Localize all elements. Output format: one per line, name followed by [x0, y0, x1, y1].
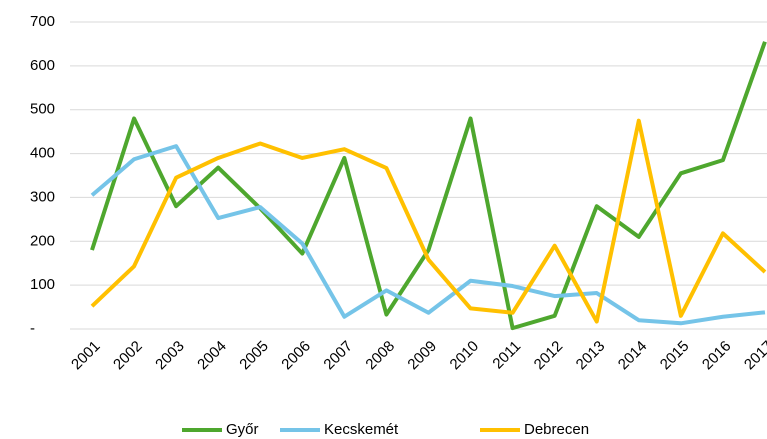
y-tick-label: 200 — [30, 232, 55, 249]
x-tick-label: 2015 — [657, 338, 693, 374]
series-line — [90, 41, 767, 331]
series-line — [90, 144, 766, 326]
x-tick-label: 2007 — [320, 338, 356, 374]
x-tick-label: 2017 — [741, 338, 767, 374]
x-tick-label: 2013 — [573, 338, 609, 374]
x-tick-label: 2009 — [404, 338, 440, 374]
legend-label: Kecskemét — [324, 421, 399, 438]
x-tick-label: 2006 — [278, 338, 314, 374]
y-tick-label: 500 — [30, 101, 55, 118]
x-tick-label: 2012 — [531, 338, 567, 374]
x-tick-label: 2002 — [110, 338, 146, 374]
legend-label: Győr — [226, 421, 259, 438]
x-tick-label: 2011 — [489, 338, 524, 373]
x-tick-label: 2008 — [362, 338, 398, 374]
series-line — [90, 118, 767, 324]
x-tick-label: 2003 — [152, 338, 188, 374]
y-tick-label: 400 — [30, 145, 55, 162]
legend-label: Debrecen — [524, 421, 589, 438]
y-tick-label: 700 — [30, 13, 55, 30]
x-tick-label: 2005 — [236, 338, 272, 374]
y-tick-label: 600 — [30, 57, 55, 74]
x-tick-label: 2016 — [699, 338, 735, 374]
y-tick-label: - — [30, 320, 35, 337]
y-tick-label: 300 — [30, 188, 55, 205]
x-tick-label: 2001 — [68, 338, 104, 374]
x-tick-label: 2010 — [447, 338, 483, 374]
y-tick-label: 100 — [30, 276, 55, 293]
x-tick-label: 2014 — [615, 338, 651, 374]
x-tick-label: 2004 — [194, 338, 230, 374]
